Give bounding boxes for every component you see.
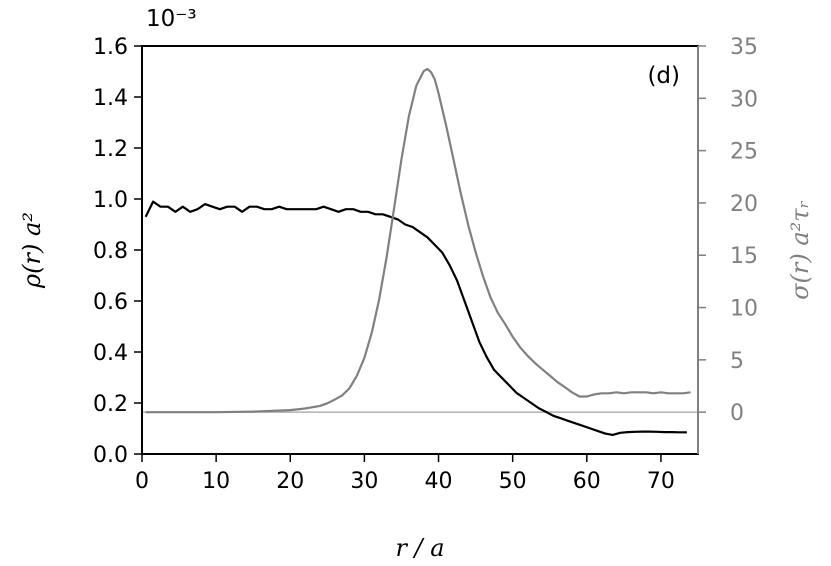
x-tick-label: 60 [573, 469, 601, 494]
y-left-tick-label: 0.4 [93, 341, 128, 366]
y-left-multiplier: 10⁻³ [146, 6, 197, 32]
series-layer [144, 67, 691, 436]
x-tick-label: 20 [276, 469, 304, 494]
x-tick-label: 10 [202, 469, 230, 494]
x-tick-label: 50 [499, 469, 527, 494]
x-axis-ticks: 0 10 20 30 40 50 60 70 [135, 454, 675, 494]
y-right-tick-label: 35 [730, 35, 758, 60]
y-left-tick-label: 1.4 [93, 86, 128, 111]
y-right-tick-label: 20 [730, 192, 758, 217]
y-right-axis-ticks: 0 5 10 15 20 25 30 35 [698, 35, 758, 426]
y-left-tick-label: 0.6 [93, 290, 128, 315]
x-tick-label: 40 [425, 469, 453, 494]
x-tick-label: 30 [350, 469, 378, 494]
y-left-tick-label: 1.6 [93, 35, 128, 60]
y-left-axis-ticks: 0.0 0.2 0.4 0.6 0.8 1.0 1.2 1.4 1.6 [93, 35, 142, 468]
y-right-tick-label: 25 [730, 140, 758, 165]
sigma-series-line [145, 67, 691, 414]
x-axis-label: r / a [395, 534, 444, 562]
y-left-tick-label: 0.8 [93, 239, 128, 264]
y-right-tick-label: 5 [730, 349, 744, 374]
rho-series-line [144, 200, 687, 436]
y-left-tick-label: 0.2 [93, 392, 128, 417]
y-right-tick-label: 0 [730, 401, 744, 426]
y-left-tick-label: 1.0 [93, 188, 128, 213]
y-right-axis-label: σ(r) a²τᵣ [786, 200, 814, 300]
y-left-axis-label: ρ(r) a² [18, 212, 46, 289]
x-tick-label: 70 [647, 469, 675, 494]
y-left-tick-label: 0.0 [93, 443, 128, 468]
y-right-tick-label: 15 [730, 244, 758, 269]
panel-label: (d) [647, 63, 680, 89]
y-left-tick-label: 1.2 [93, 137, 128, 162]
x-tick-label: 0 [135, 469, 149, 494]
y-right-tick-label: 30 [730, 87, 758, 112]
y-right-tick-label: 10 [730, 297, 758, 322]
